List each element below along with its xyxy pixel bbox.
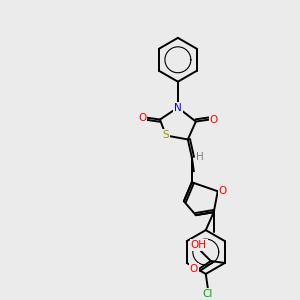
Text: O: O <box>190 264 198 274</box>
Text: O: O <box>138 112 146 122</box>
Text: O: O <box>210 115 218 124</box>
Text: S: S <box>163 130 169 140</box>
Text: O: O <box>219 186 227 196</box>
Text: N: N <box>174 103 182 112</box>
Text: H: H <box>196 152 204 162</box>
Text: OH: OH <box>191 240 207 250</box>
Text: Cl: Cl <box>202 289 213 299</box>
